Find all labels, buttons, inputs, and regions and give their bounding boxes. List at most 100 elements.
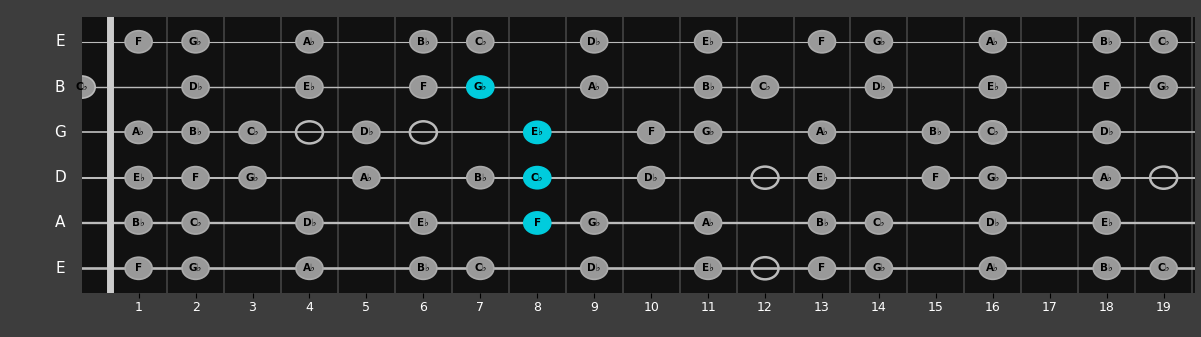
Text: F: F [192,173,199,183]
Ellipse shape [808,166,836,189]
Ellipse shape [694,31,722,53]
Ellipse shape [922,166,949,189]
Text: G♭: G♭ [872,263,885,273]
Text: E: E [55,34,65,49]
Text: E♭: E♭ [531,127,543,137]
Text: C♭: C♭ [190,218,202,228]
Text: E♭: E♭ [418,218,429,228]
Ellipse shape [295,212,323,234]
Ellipse shape [581,31,608,53]
Text: C♭: C♭ [986,127,999,137]
Ellipse shape [467,166,494,189]
Ellipse shape [239,166,265,189]
Ellipse shape [183,212,209,234]
Text: G♭: G♭ [473,82,486,92]
Ellipse shape [1151,31,1177,53]
Text: B♭: B♭ [930,127,943,137]
Ellipse shape [410,257,437,279]
Ellipse shape [353,121,380,144]
Text: G♭: G♭ [587,218,600,228]
Ellipse shape [183,166,209,189]
Text: E♭: E♭ [304,82,316,92]
Text: B♭: B♭ [1100,263,1113,273]
Text: D♭: D♭ [189,82,202,92]
Text: F: F [1104,82,1110,92]
Text: C♭: C♭ [1158,263,1170,273]
Ellipse shape [694,121,722,144]
Text: A♭: A♭ [986,263,999,273]
Ellipse shape [295,31,323,53]
Text: B♭: B♭ [1100,37,1113,47]
Text: F: F [135,263,142,273]
Text: A♭: A♭ [132,127,145,137]
Text: A♭: A♭ [303,37,316,47]
Ellipse shape [410,31,437,53]
Ellipse shape [125,212,153,234]
Text: G♭: G♭ [701,127,715,137]
Ellipse shape [694,257,722,279]
Ellipse shape [524,166,551,189]
Ellipse shape [183,257,209,279]
Ellipse shape [866,212,892,234]
Text: D♭: D♭ [587,263,600,273]
Text: B♭: B♭ [815,218,829,228]
Ellipse shape [524,212,551,234]
Text: G♭: G♭ [1157,82,1170,92]
Text: E♭: E♭ [1101,218,1112,228]
Ellipse shape [694,212,722,234]
Text: B: B [55,80,65,95]
Ellipse shape [183,31,209,53]
Text: B♭: B♭ [417,263,430,273]
Ellipse shape [1093,31,1121,53]
Text: B♭: B♭ [701,82,715,92]
Text: D♭: D♭ [986,218,999,228]
Text: D♭: D♭ [872,82,885,92]
Text: F: F [533,218,540,228]
Ellipse shape [68,76,95,98]
Text: B♭: B♭ [132,218,145,228]
Text: A♭: A♭ [815,127,829,137]
Text: A♭: A♭ [701,218,715,228]
Text: G: G [54,125,66,140]
Ellipse shape [581,257,608,279]
Text: A♭: A♭ [1100,173,1113,183]
Ellipse shape [1093,76,1121,98]
Text: C♭: C♭ [246,127,258,137]
Text: F: F [135,37,142,47]
Ellipse shape [638,166,664,189]
Text: C♭: C♭ [759,82,771,92]
Text: F: F [932,173,939,183]
Text: A♭: A♭ [587,82,600,92]
Ellipse shape [1093,257,1121,279]
Ellipse shape [353,166,380,189]
Ellipse shape [125,31,153,53]
Ellipse shape [467,257,494,279]
Text: E♭: E♭ [987,82,999,92]
Ellipse shape [638,121,664,144]
Text: B♭: B♭ [474,173,486,183]
Ellipse shape [1093,212,1121,234]
Ellipse shape [125,121,153,144]
Text: E♭: E♭ [703,37,715,47]
Ellipse shape [1151,257,1177,279]
Text: F: F [818,263,825,273]
Text: A♭: A♭ [360,173,372,183]
Text: F: F [420,82,426,92]
Ellipse shape [922,121,949,144]
Ellipse shape [239,121,265,144]
Text: E: E [55,261,65,276]
Ellipse shape [125,257,153,279]
Ellipse shape [581,76,608,98]
Text: G♭: G♭ [246,173,259,183]
Ellipse shape [752,76,778,98]
Text: C♭: C♭ [531,173,544,183]
Ellipse shape [808,31,836,53]
Text: E♭: E♭ [132,173,144,183]
Ellipse shape [295,257,323,279]
Ellipse shape [694,76,722,98]
Text: F: F [818,37,825,47]
Text: D♭: D♭ [645,173,658,183]
Ellipse shape [410,76,437,98]
Ellipse shape [979,212,1006,234]
Text: D♭: D♭ [303,218,316,228]
